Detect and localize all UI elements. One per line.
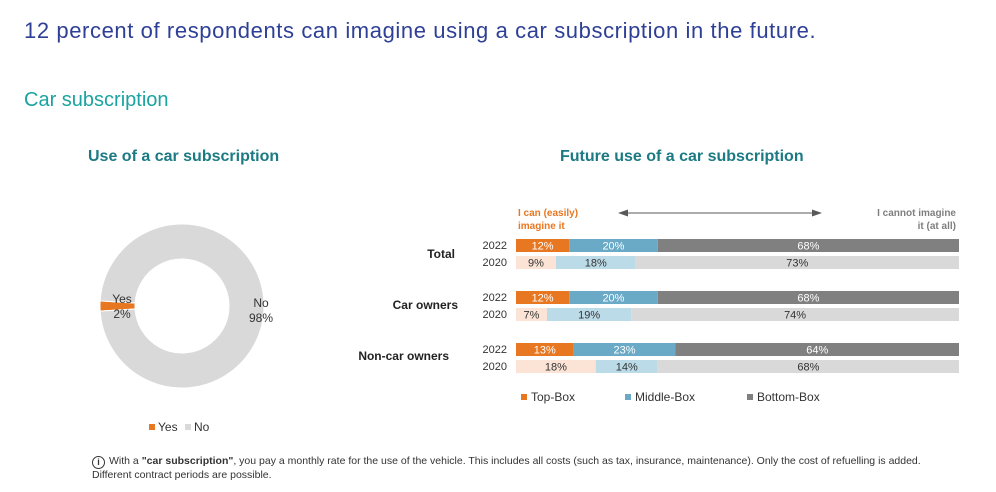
bar-legend-swatch-bottom-box [747, 394, 753, 400]
bar-segment-bottom-box [657, 360, 959, 373]
scale-right-label-line1: I cannot imagine [877, 208, 956, 219]
footnote: i With a "car subscription", you pay a mo… [92, 455, 922, 482]
bar-value-label: 12% [532, 293, 554, 305]
bar-segment-top-box [516, 308, 548, 321]
bar-value-label: 18% [545, 362, 567, 374]
scale-arrow-right-head [812, 209, 822, 217]
bar-value-label: 7% [524, 310, 540, 322]
year-label: 2020 [483, 257, 507, 269]
bar-value-label: 20% [602, 293, 624, 305]
pie-label-no-value: 98% [249, 311, 273, 325]
bar-value-label: 23% [614, 345, 636, 357]
year-label: 2022 [483, 344, 507, 356]
bar-value-label: 19% [578, 310, 600, 322]
bar-segment-middle-box [547, 308, 632, 321]
bar-segment-middle-box [569, 239, 658, 252]
scale-arrow-left-head [618, 209, 628, 217]
bar-segment-top-box [516, 239, 570, 252]
group-label-car-owners: Car owners [393, 298, 459, 312]
year-label: 2020 [483, 309, 507, 321]
bar-segment-bottom-box [635, 256, 959, 269]
footnote-prefix: With a [109, 455, 142, 467]
pie-label-no-name: No [253, 296, 269, 310]
bar-segment-bottom-box [657, 239, 959, 252]
pie-legend-swatch-no [185, 424, 191, 430]
bar-value-label: 12% [532, 241, 554, 253]
bar-segment-top-box [516, 360, 596, 373]
year-label: 2020 [483, 361, 507, 373]
bar-legend-label-bottom-box: Bottom-Box [757, 390, 820, 404]
bar-segment-middle-box [569, 291, 658, 304]
bar-segment-bottom-box [657, 291, 959, 304]
bar-legend-swatch-top-box [521, 394, 527, 400]
bar-value-label: 73% [786, 258, 808, 270]
scale-left-label-line2: imagine it [518, 221, 565, 232]
bar-segment-top-box [516, 291, 570, 304]
bar-value-label: 68% [797, 241, 819, 253]
group-label-total: Total [427, 247, 455, 261]
bar-segment-middle-box [595, 360, 658, 373]
bar-value-label: 68% [797, 362, 819, 374]
bar-value-label: 9% [528, 258, 544, 270]
bar-segment-bottom-box [675, 343, 959, 356]
bar-segment-middle-box [573, 343, 676, 356]
bar-segment-top-box [516, 343, 574, 356]
group-label-non-car-owners: Non-car owners [358, 349, 449, 363]
bar-chart-title: Future use of a car subscription [560, 148, 804, 165]
bar-legend-swatch-middle-box [625, 394, 631, 400]
bar-value-label: 13% [534, 345, 556, 357]
bar-value-label: 64% [806, 345, 828, 357]
bar-value-label: 18% [585, 258, 607, 270]
pie-legend-label-no: No [194, 420, 210, 434]
bar-value-label: 68% [797, 293, 819, 305]
headline: 12 percent of respondents can imagine us… [24, 18, 817, 43]
donut-chart-title: Use of a car subscription [88, 148, 280, 165]
bar-value-label: 14% [616, 362, 638, 374]
pie-legend-swatch-yes [149, 424, 155, 430]
footnote-term: "car subscription" [141, 455, 234, 467]
section-title: Car subscription [24, 89, 169, 111]
info-icon: i [92, 456, 105, 469]
bar-segment-bottom-box [631, 308, 959, 321]
pie-label-yes-name: Yes [112, 292, 132, 306]
bar-legend-label-top-box: Top-Box [531, 390, 575, 404]
year-label: 2022 [483, 292, 507, 304]
bar-value-label: 74% [784, 310, 806, 322]
pie-label-yes-value: 2% [113, 307, 131, 321]
year-label: 2022 [483, 240, 507, 252]
pie-legend-label-yes: Yes [158, 420, 178, 434]
bar-legend-label-middle-box: Middle-Box [635, 390, 695, 404]
scale-right-label-line2: it (at all) [918, 221, 956, 232]
pie-slice-no [99, 223, 265, 389]
bar-segment-middle-box [555, 256, 636, 269]
footnote-text: , you pay a monthly rate for the use of … [92, 455, 921, 481]
bar-value-label: 20% [602, 241, 624, 253]
scale-left-label-line1: I can (easily) [518, 208, 578, 219]
bar-segment-top-box [516, 256, 556, 269]
